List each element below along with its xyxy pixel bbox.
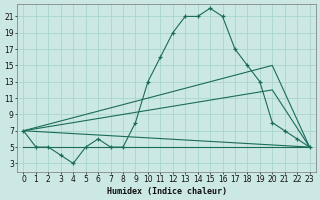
X-axis label: Humidex (Indice chaleur): Humidex (Indice chaleur) [107,187,227,196]
